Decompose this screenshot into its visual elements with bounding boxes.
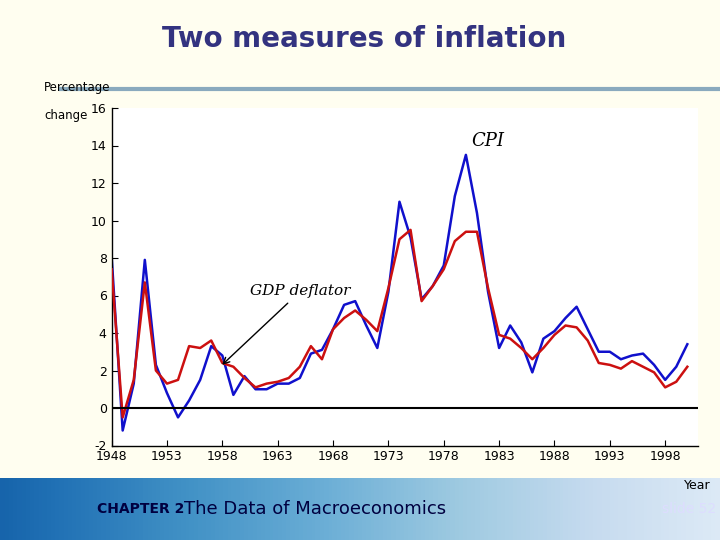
Bar (27, 0, 61, 540)
Text: slide 52: slide 52 (662, 502, 716, 516)
Text: CPI: CPI (472, 132, 505, 150)
Text: CHAPTER 2: CHAPTER 2 (97, 502, 184, 516)
Text: GDP deflator: GDP deflator (223, 285, 351, 364)
Text: change: change (44, 109, 88, 122)
Text: Year: Year (683, 480, 710, 492)
Text: Two measures of inflation: Two measures of inflation (162, 25, 567, 53)
Text: The Data of Macroeconomics: The Data of Macroeconomics (184, 500, 446, 518)
Text: Percentage: Percentage (44, 82, 111, 94)
